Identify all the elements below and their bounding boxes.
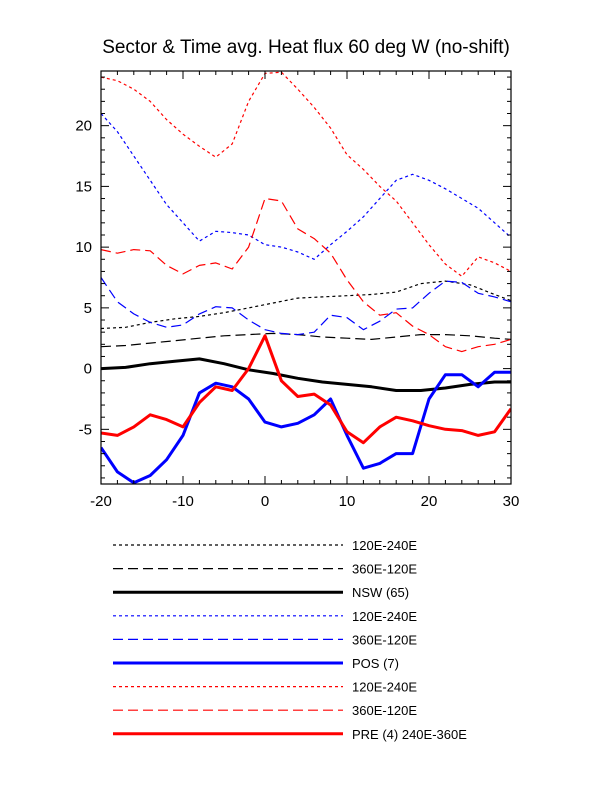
plot-series <box>101 71 511 484</box>
legend-label-3: NSW (65) <box>352 585 409 600</box>
legend-label-6: POS (7) <box>352 656 399 671</box>
series-line-7 <box>101 71 511 277</box>
legend-label-5: 360E-120E <box>352 632 417 647</box>
legend-label-9: PRE (4) 240E-360E <box>352 727 467 742</box>
series-line-2 <box>101 332 511 348</box>
y-tick-label: -5 <box>79 421 92 438</box>
series-line-4 <box>101 113 511 260</box>
x-tick-label: 0 <box>261 493 269 510</box>
y-tick-label: 0 <box>84 361 92 378</box>
y-tick-label: 15 <box>75 178 92 195</box>
legend-label-7: 120E-240E <box>352 680 417 695</box>
legend-label-1: 120E-240E <box>352 538 417 553</box>
legend: 120E-240E 360E-120E NSW (65) 120E-240E 360E-… <box>113 538 467 742</box>
x-tick-label: 10 <box>339 493 356 510</box>
plot-frame <box>100 70 512 485</box>
series-line-1 <box>101 280 511 330</box>
legend-label-2: 360E-120E <box>352 562 417 577</box>
legend-label-4: 120E-240E <box>352 609 417 624</box>
y-tick-label: 5 <box>84 300 92 317</box>
series-line-3 <box>101 357 511 392</box>
x-tick-label: -20 <box>90 493 112 510</box>
x-tick-label: -10 <box>172 493 194 510</box>
chart-title: Sector & Time avg. Heat flux 60 deg W (n… <box>102 37 510 58</box>
x-tick-label: 30 <box>503 493 520 510</box>
series-line-8 <box>101 197 511 353</box>
y-tick-label: 10 <box>75 239 92 256</box>
series-line-6 <box>101 370 511 484</box>
series-line-9 <box>101 334 511 445</box>
y-tick-label: 20 <box>75 118 92 135</box>
series-line-5 <box>101 277 511 336</box>
x-tick-label: 20 <box>421 493 438 510</box>
axes: -20 -10 0 10 20 30 -5 0 5 10 15 20 <box>75 71 519 510</box>
legend-label-8: 360E-120E <box>352 703 417 718</box>
